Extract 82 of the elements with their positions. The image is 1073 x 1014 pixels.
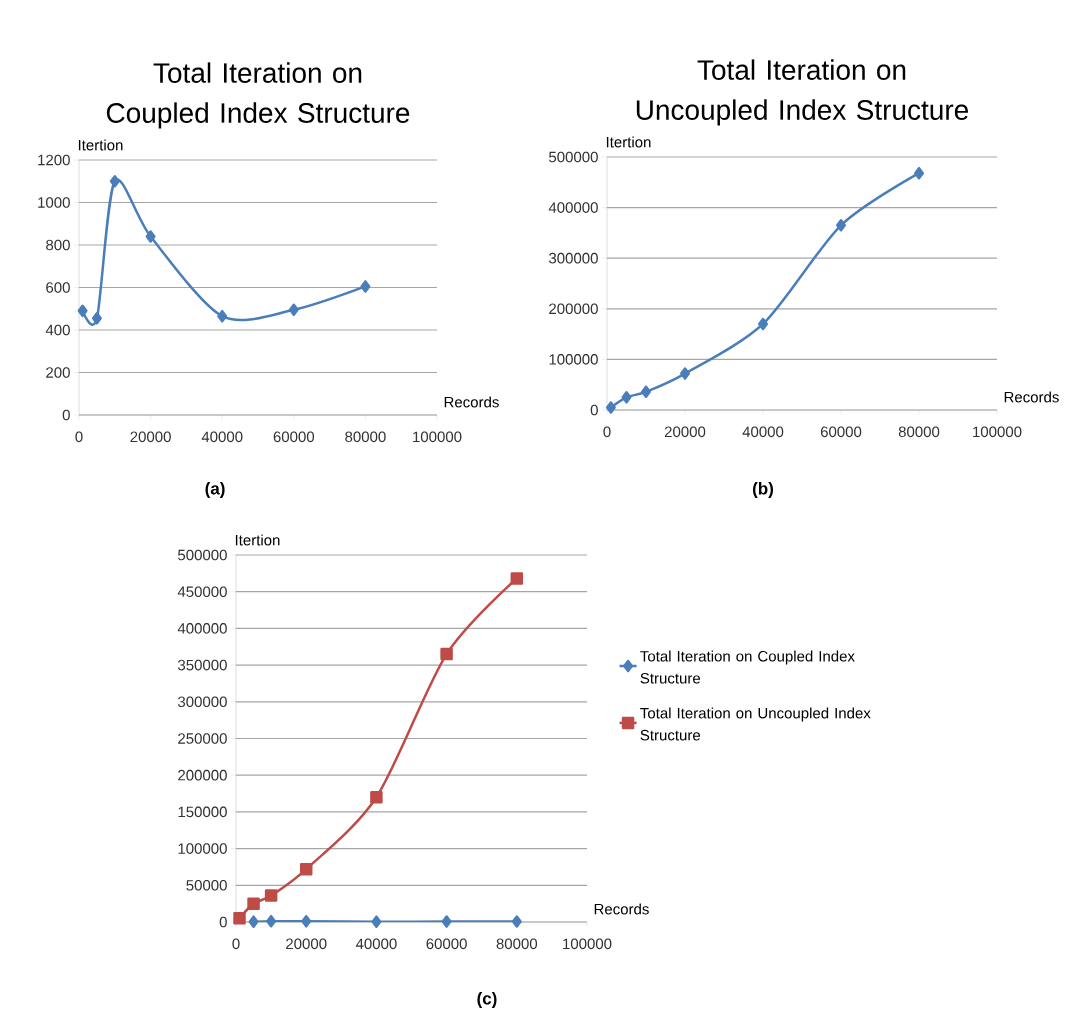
y-tick-label: 500000 <box>549 151 598 163</box>
x-tick-label: 80000 <box>496 938 538 950</box>
point <box>77 304 88 318</box>
point <box>511 915 522 928</box>
y-tick-label: 400000 <box>548 202 598 213</box>
point <box>288 303 299 317</box>
point <box>371 915 382 928</box>
x-tick-label: 100000 <box>413 431 462 443</box>
text: (c) <box>477 992 497 1008</box>
point <box>109 174 120 188</box>
point <box>758 317 769 331</box>
point <box>621 391 632 404</box>
point <box>836 219 846 232</box>
x-axis-title: Records <box>594 903 649 915</box>
point <box>145 230 156 243</box>
legend-label: Total Iteration on Coupled Index Structure <box>640 650 855 684</box>
y-tick-label: 200000 <box>549 303 598 315</box>
x-tick-label: 100000 <box>563 938 612 950</box>
point <box>91 312 102 325</box>
x-tick-label: 60000 <box>820 426 862 438</box>
y-tick-label: 1200 <box>38 154 70 166</box>
point <box>248 915 259 928</box>
x-tick-label: 40000 <box>742 426 784 438</box>
x-axis-title: Records <box>1004 391 1059 403</box>
y-tick-label: 500000 <box>178 549 227 561</box>
y-tick-label: 100000 <box>549 354 598 365</box>
y-axis-title: Itertion <box>78 139 123 151</box>
point <box>299 862 313 876</box>
y-tick-label: 400 <box>45 324 70 336</box>
y-tick-label: 450000 <box>177 586 227 597</box>
y-tick-label: 600 <box>46 282 70 293</box>
x-tick-label: 80000 <box>345 431 386 443</box>
legend-label: Total Iteration on Uncoupled Index Structure <box>640 707 871 741</box>
y-tick-label: 200000 <box>178 769 227 781</box>
y-tick-label: 0 <box>219 916 227 928</box>
y-tick-label: 300000 <box>548 252 598 264</box>
y-tick-label: 150000 <box>178 806 227 818</box>
point <box>264 889 278 902</box>
point <box>510 572 524 585</box>
y-tick-label: 400000 <box>177 623 227 634</box>
x-tick-label: 20000 <box>130 431 171 443</box>
point <box>301 915 312 928</box>
y-tick-label: 300000 <box>177 696 227 708</box>
x-tick-label: 40000 <box>355 938 397 950</box>
chart-title: Total Iteration on Uncoupled Index Structure <box>636 59 969 126</box>
x-tick-label: 60000 <box>426 938 467 950</box>
x-tick-label: 0 <box>75 431 83 443</box>
x-tick-label: 0 <box>232 938 240 950</box>
point <box>370 790 383 804</box>
y-tick-label: 250000 <box>178 733 227 744</box>
y-tick-label: 200 <box>46 367 70 378</box>
chart-title: Total Iteration on Coupled Index Structure <box>106 62 410 129</box>
point <box>680 367 691 380</box>
y-tick-label: 1000 <box>38 197 70 208</box>
x-tick-label: 0 <box>603 426 611 438</box>
text: (b) <box>753 482 774 498</box>
point <box>441 915 452 928</box>
x-tick-label: 20000 <box>286 938 327 950</box>
y-tick-label: 350000 <box>177 659 227 671</box>
y-tick-label: 100000 <box>178 843 227 854</box>
x-axis-title: Records <box>444 396 499 408</box>
x-tick-label: 40000 <box>201 431 243 443</box>
point <box>247 897 260 910</box>
y-tick-label: 50000 <box>186 879 227 891</box>
x-tick-label: 80000 <box>898 426 940 438</box>
point <box>914 166 925 180</box>
y-tick-label: 800 <box>46 239 70 251</box>
x-tick-label: 20000 <box>664 426 706 438</box>
point <box>217 309 228 323</box>
point <box>360 280 371 293</box>
point <box>641 385 651 399</box>
point <box>233 912 246 925</box>
y-axis-title: Itertion <box>235 534 280 546</box>
x-tick-label: 100000 <box>973 426 1022 438</box>
point <box>266 914 277 928</box>
y-tick-label: 0 <box>590 404 598 416</box>
text: (a) <box>205 482 225 498</box>
point <box>605 401 616 414</box>
x-tick-label: 60000 <box>273 431 315 443</box>
point <box>440 647 453 661</box>
y-tick-label: 0 <box>62 409 70 421</box>
y-axis-title: Itertion <box>606 136 651 148</box>
